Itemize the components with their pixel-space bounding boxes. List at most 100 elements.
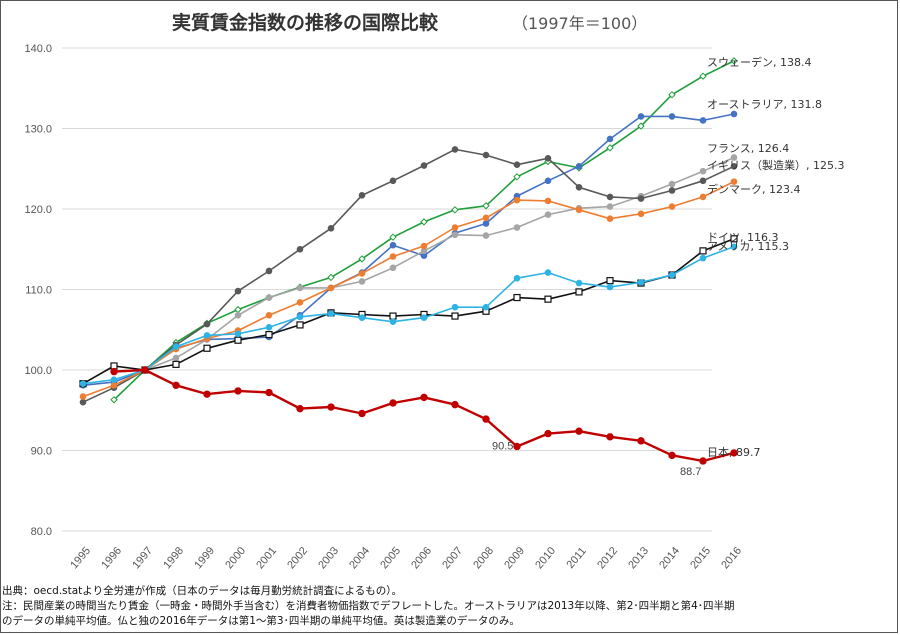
data-point xyxy=(730,57,738,65)
data-point xyxy=(110,381,118,389)
x-tick-label: 2008 xyxy=(471,545,496,571)
data-point xyxy=(327,310,335,317)
y-tick-label: 90.0 xyxy=(31,446,52,458)
series-label-5: ドイツ, 116.3 xyxy=(707,231,779,244)
data-point xyxy=(606,193,614,201)
data-point xyxy=(668,113,676,120)
data-point xyxy=(575,183,583,191)
x-tick-label: 1996 xyxy=(99,545,124,571)
data-point xyxy=(606,144,614,152)
y-tick-label: 120.0 xyxy=(24,204,52,216)
data-point xyxy=(730,154,738,161)
data-point xyxy=(172,360,180,368)
x-tick-label: 2015 xyxy=(688,545,713,571)
data-point xyxy=(79,393,87,400)
data-point xyxy=(606,135,614,143)
data-point xyxy=(482,232,490,239)
series-end-value: 125.3 xyxy=(813,159,845,172)
data-point xyxy=(420,314,428,321)
data-point xyxy=(389,264,397,272)
data-point xyxy=(451,303,459,311)
data-point xyxy=(203,344,211,352)
annotation-2015: 88.7 xyxy=(680,466,701,478)
data-point xyxy=(265,311,273,319)
chart-title: 実質賃金指数の推移の国際比較 xyxy=(172,11,439,34)
series-label-3: イギリス（製造業）, 125.3 xyxy=(707,158,845,172)
series-name: オーストラリア xyxy=(707,98,783,111)
data-point xyxy=(327,273,335,282)
x-tick-label: 2002 xyxy=(285,545,310,571)
x-tick-label: 2007 xyxy=(440,545,465,571)
data-point xyxy=(513,442,521,451)
data-point xyxy=(482,303,490,311)
series-sep: , xyxy=(773,56,780,69)
data-point xyxy=(575,288,583,296)
data-point xyxy=(327,225,335,232)
data-point xyxy=(730,163,738,170)
x-tick-label: 2006 xyxy=(409,545,434,571)
data-point xyxy=(699,177,707,185)
series-name: デンマーク xyxy=(707,182,762,196)
series-line xyxy=(113,368,735,463)
data-point xyxy=(575,163,583,170)
series-2 xyxy=(141,154,738,374)
gridlines xyxy=(62,47,712,532)
series-name: アメリカ xyxy=(707,240,750,253)
data-point xyxy=(79,380,87,387)
data-point xyxy=(699,457,707,465)
series-sep: , xyxy=(783,98,790,111)
data-point xyxy=(637,122,645,130)
data-point xyxy=(79,398,87,406)
data-point xyxy=(110,376,118,383)
data-point xyxy=(544,211,552,218)
data-point xyxy=(482,214,490,222)
data-point xyxy=(389,253,397,260)
series-end-value: 123.4 xyxy=(769,183,801,196)
series-end-value: 131.8 xyxy=(790,98,822,111)
series-line xyxy=(82,148,735,403)
data-point xyxy=(699,117,707,124)
x-tick-label: 2016 xyxy=(719,545,744,571)
data-point xyxy=(358,278,366,285)
data-point xyxy=(110,396,118,404)
y-tick-label: 80.0 xyxy=(31,526,52,538)
data-point xyxy=(358,255,366,263)
series-name: 日本 xyxy=(707,445,729,459)
data-point xyxy=(265,388,273,397)
footnote-note: 注：民間産業の時間当たり賃金（一時金・時間外手当含む）を消費者物価指数でデフレー… xyxy=(2,599,735,612)
data-point xyxy=(637,437,645,445)
data-point xyxy=(544,429,552,438)
data-point xyxy=(482,202,490,210)
series-label-4: デンマーク, 123.4 xyxy=(707,182,801,196)
series-name: ドイツ xyxy=(707,231,740,244)
data-point xyxy=(265,294,273,301)
data-point xyxy=(265,330,273,339)
series-label-2: フランス, 126.4 xyxy=(707,142,789,155)
data-point xyxy=(730,178,738,185)
data-point xyxy=(420,218,428,226)
series-4 xyxy=(79,178,738,400)
x-tick-label: 1995 xyxy=(68,545,93,571)
data-point xyxy=(699,167,707,175)
annotations: 90.5 88.7 xyxy=(492,440,701,477)
x-tick-label: 1997 xyxy=(130,545,155,571)
series-6 xyxy=(79,243,738,387)
data-point xyxy=(234,336,242,344)
data-point xyxy=(296,299,304,306)
data-point xyxy=(451,231,459,239)
data-point xyxy=(420,242,428,250)
data-point xyxy=(203,390,211,398)
series-label-1: オーストラリア, 131.8 xyxy=(707,98,822,111)
data-point xyxy=(389,241,397,249)
series-label-7: 日本, 89.7 xyxy=(707,445,761,459)
series-7 xyxy=(110,366,738,465)
data-point xyxy=(544,269,552,276)
data-point xyxy=(606,277,614,285)
data-point xyxy=(234,305,242,314)
series-5 xyxy=(79,235,738,388)
data-point xyxy=(172,343,180,350)
data-point xyxy=(296,313,304,321)
chart-title-group: 実質賃金指数の推移の国際比較 （1997年＝100） xyxy=(172,11,647,34)
data-point xyxy=(575,206,583,214)
